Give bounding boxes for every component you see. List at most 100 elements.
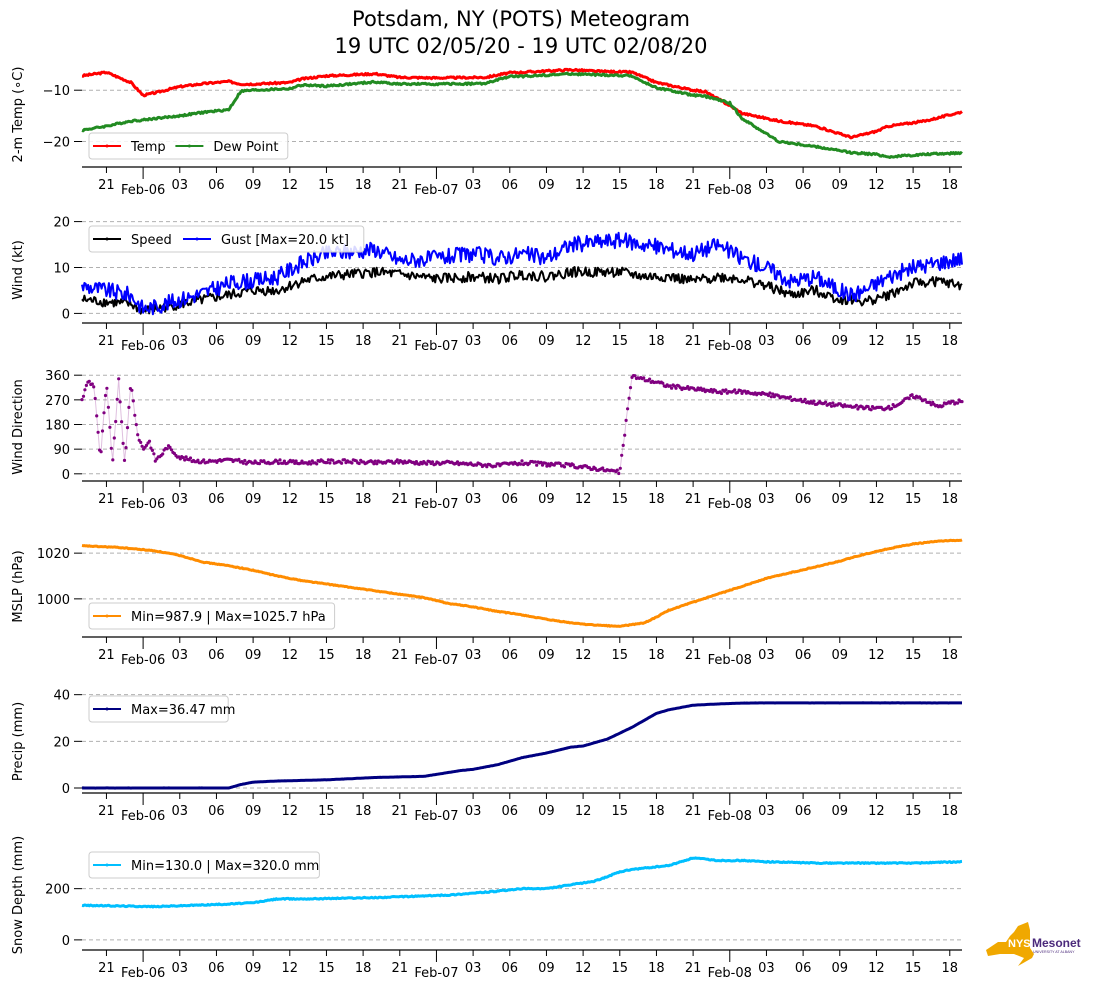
wind-direction-point — [140, 444, 144, 448]
legend-box — [88, 851, 320, 879]
x-tick-label: 03 — [465, 961, 482, 976]
wind-direction-point — [620, 453, 624, 457]
wind-direction-point — [812, 399, 816, 403]
title-line-1: Potsdam, NY (POTS) Meteogram — [352, 7, 690, 31]
legend-label: Min=130.0 | Max=320.0 mm — [131, 859, 319, 874]
wind-direction-point — [357, 461, 361, 466]
wind-direction-point — [869, 408, 873, 412]
wind-direction-point — [291, 459, 295, 463]
x-tick-label: 18 — [942, 804, 959, 819]
wind-direction-point — [294, 459, 298, 463]
wind-direction-point — [326, 458, 330, 462]
wind-direction-point — [196, 458, 200, 462]
x-day-label: Feb-07 — [414, 497, 458, 512]
legend-box — [88, 695, 229, 723]
x-tick-label: 15 — [612, 178, 629, 193]
wind-direction-point — [624, 418, 628, 422]
y-axis-label: Wind (kt) — [11, 240, 26, 300]
wind-direction-point — [81, 394, 86, 398]
legend-label: Max=36.47 mm — [131, 703, 235, 718]
wind-direction-point — [768, 391, 772, 395]
wind-direction-point — [395, 458, 399, 462]
wind-direction-point — [168, 445, 172, 449]
x-tick-label: 06 — [502, 804, 519, 819]
y-tick-label: 200 — [45, 883, 70, 898]
x-tick-label: 09 — [245, 492, 262, 507]
x-tick-label: 06 — [208, 961, 225, 976]
x-day-label: Feb-06 — [121, 966, 165, 981]
wind-direction-point — [425, 462, 429, 466]
legend-marker — [105, 614, 109, 618]
x-tick-label: 15 — [612, 961, 629, 976]
legend-marker — [105, 144, 109, 148]
x-tick-label: 09 — [538, 492, 555, 507]
x-tick-label: 12 — [575, 804, 592, 819]
x-tick-label: 09 — [538, 648, 555, 663]
x-tick-label: 12 — [575, 178, 592, 193]
x-tick-label: 03 — [172, 961, 189, 976]
x-tick-label: 03 — [172, 648, 189, 663]
y-tick-label: 20 — [53, 735, 70, 750]
x-tick-label: 06 — [795, 492, 812, 507]
x-tick-label: 03 — [172, 334, 189, 349]
x-tick-label: 12 — [282, 334, 299, 349]
wind-direction-point — [397, 461, 401, 465]
x-tick-label: 18 — [942, 492, 959, 507]
y-tick-label: 180 — [45, 419, 70, 434]
x-tick-label: 21 — [98, 961, 115, 976]
x-day-label: Feb-08 — [708, 653, 752, 668]
series-line-gust-max-20-0-kt- — [81, 231, 963, 316]
x-day-label: Feb-08 — [708, 497, 752, 512]
x-tick-label: 03 — [172, 492, 189, 507]
x-day-label: Feb-08 — [708, 183, 752, 198]
x-tick-label: 15 — [318, 961, 335, 976]
wind-direction-point — [455, 460, 460, 464]
legend-label: Dew Point — [213, 140, 278, 155]
wind-direction-point — [87, 379, 91, 383]
x-tick-label: 06 — [795, 961, 812, 976]
x-tick-label: 09 — [832, 178, 849, 193]
x-tick-label: 15 — [318, 492, 335, 507]
wind-direction-point — [533, 460, 537, 464]
wind-direction-point — [150, 448, 154, 452]
x-tick-label: 09 — [245, 178, 262, 193]
wind-direction-point — [824, 400, 828, 404]
legend: Min=130.0 | Max=320.0 mm — [88, 851, 320, 879]
x-day-label: Feb-07 — [414, 653, 458, 668]
wind-direction-point — [733, 388, 737, 392]
x-tick-label: 18 — [648, 334, 665, 349]
wind-direction-point — [276, 461, 281, 466]
wind-direction-point — [83, 388, 87, 392]
x-tick-label: 12 — [575, 961, 592, 976]
wind-direction-point — [278, 458, 282, 462]
legend-label: Temp — [130, 140, 166, 155]
wind-direction-point — [114, 419, 118, 424]
x-tick-label: 21 — [685, 961, 702, 976]
wind-direction-point — [799, 397, 803, 401]
wind-direction-point — [103, 393, 108, 398]
wind-direction-point — [257, 462, 262, 466]
wind-direction-point — [117, 377, 121, 381]
x-tick-label: 21 — [685, 804, 702, 819]
x-tick-label: 09 — [538, 178, 555, 193]
wind-direction-point — [134, 423, 138, 427]
x-tick-label: 03 — [465, 334, 482, 349]
wind-direction-point — [736, 390, 740, 394]
x-tick-label: 15 — [318, 334, 335, 349]
y-axis-label: Precip (mm) — [11, 702, 26, 781]
legend-marker — [105, 237, 109, 241]
x-day-label: Feb-08 — [708, 966, 752, 981]
x-tick-label: 12 — [868, 178, 885, 193]
y-tick-label: 0 — [62, 307, 70, 322]
x-tick-label: 18 — [355, 648, 372, 663]
x-tick-label: 12 — [282, 804, 299, 819]
wind-direction-point — [618, 466, 622, 470]
x-tick-label: 18 — [355, 961, 372, 976]
series-line-min-987-9-max-1025-7-hpa — [81, 538, 963, 628]
wind-direction-point — [485, 465, 489, 469]
x-tick-label: 12 — [575, 492, 592, 507]
x-day-label: Feb-07 — [414, 183, 458, 198]
x-tick-label: 21 — [685, 492, 702, 507]
legend-label: Gust [Max=20.0 kt] — [221, 233, 349, 248]
wind-direction-point — [90, 382, 94, 386]
